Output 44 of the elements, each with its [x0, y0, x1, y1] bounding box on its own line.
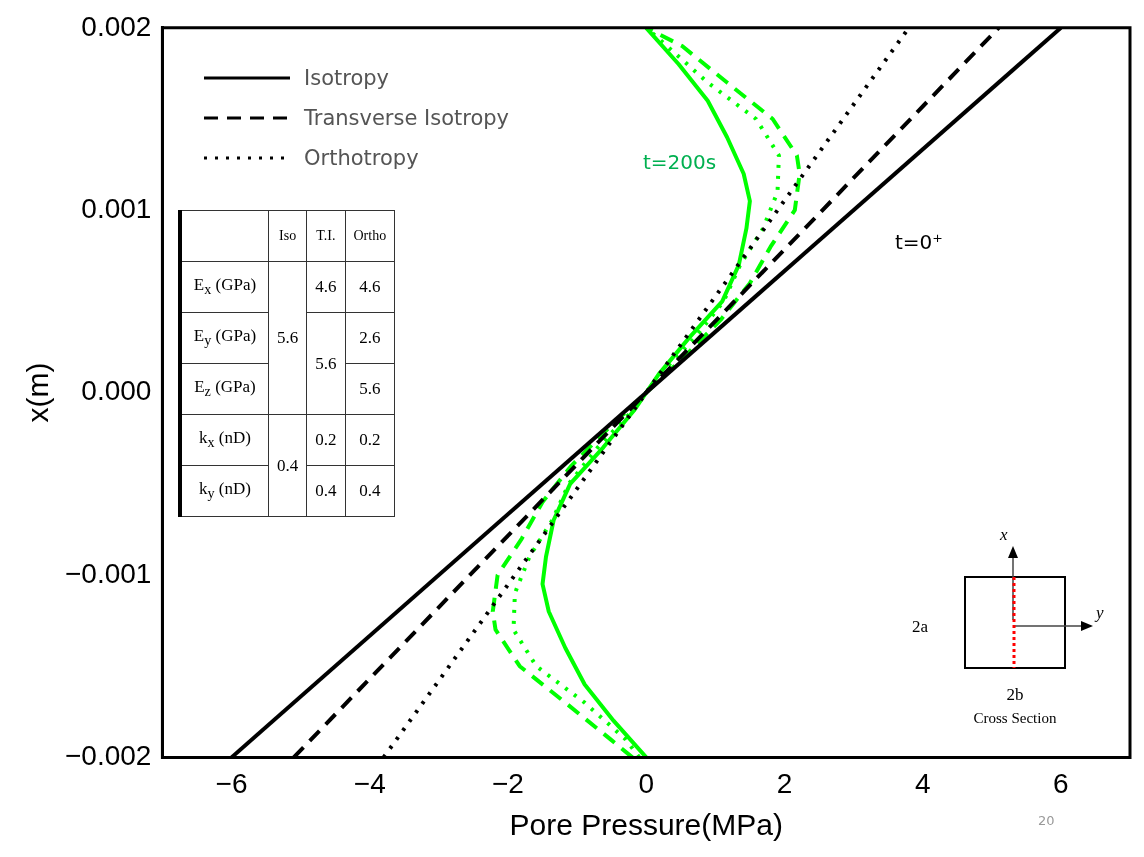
annotation: y — [1094, 603, 1104, 622]
y-tick-label: −0.002 — [65, 740, 152, 772]
annotation: k$_{y}$ (nD) — [180, 465, 269, 517]
text: 20 — [1038, 813, 1055, 828]
y-tick-label: 0.000 — [81, 375, 152, 407]
annotation: 0.2 — [306, 414, 345, 466]
x-tick-label: 4 — [914, 767, 931, 799]
annotation: Ortho — [345, 210, 395, 262]
annotation: E$_{x}$ (GPa) — [180, 261, 269, 313]
y-axis-title: x(m) — [21, 362, 55, 423]
annotation: Iso — [268, 210, 307, 262]
x-tick-label: −2 — [492, 767, 524, 799]
annotation: 5.6 — [268, 261, 307, 415]
annotation: E$_{y}$ (GPa) — [180, 312, 269, 364]
x-axis-title: Pore Pressure(MPa) — [509, 808, 783, 842]
annotation: t=200s — [643, 150, 717, 174]
legend-label: Transverse Isotropy — [304, 106, 510, 130]
annotation: 0.4 — [268, 414, 307, 517]
x-tick-label: −4 — [353, 767, 386, 799]
annotation: 5.6 — [306, 312, 345, 415]
annotation: 4.6 — [345, 261, 395, 313]
y-tick-label: 0.002 — [81, 10, 152, 42]
x-tick-label: 2 — [776, 767, 793, 799]
x-tick-label: −6 — [215, 767, 248, 799]
annotation: 4.6 — [306, 261, 345, 313]
annotation: x — [999, 525, 1008, 544]
annotation: 0.4 — [306, 465, 345, 517]
annotation: E$_{z}$ (GPa) — [180, 363, 269, 415]
y-tick-label: 0.001 — [81, 192, 152, 224]
legend-label: Orthotropy — [304, 146, 419, 170]
y-tick-label: −0.001 — [65, 557, 152, 589]
annotation: k$_{x}$ (nD) — [180, 414, 269, 466]
x-tick-label: 6 — [1053, 767, 1069, 799]
annotation: T.I. — [306, 210, 345, 262]
annotation: 0.2 — [345, 414, 395, 466]
annotation: 0.4 — [345, 465, 395, 517]
x-tick-label: 0 — [638, 767, 654, 799]
annotation: 5.6 — [345, 363, 395, 415]
annotation: Cross Section — [973, 710, 1057, 726]
annotation: 2a — [912, 617, 929, 636]
annotation: t=0⁺ — [895, 230, 943, 254]
annotation: 2b — [1006, 685, 1024, 704]
legend-label: Isotropy — [304, 66, 389, 90]
annotation: 2.6 — [345, 312, 395, 364]
